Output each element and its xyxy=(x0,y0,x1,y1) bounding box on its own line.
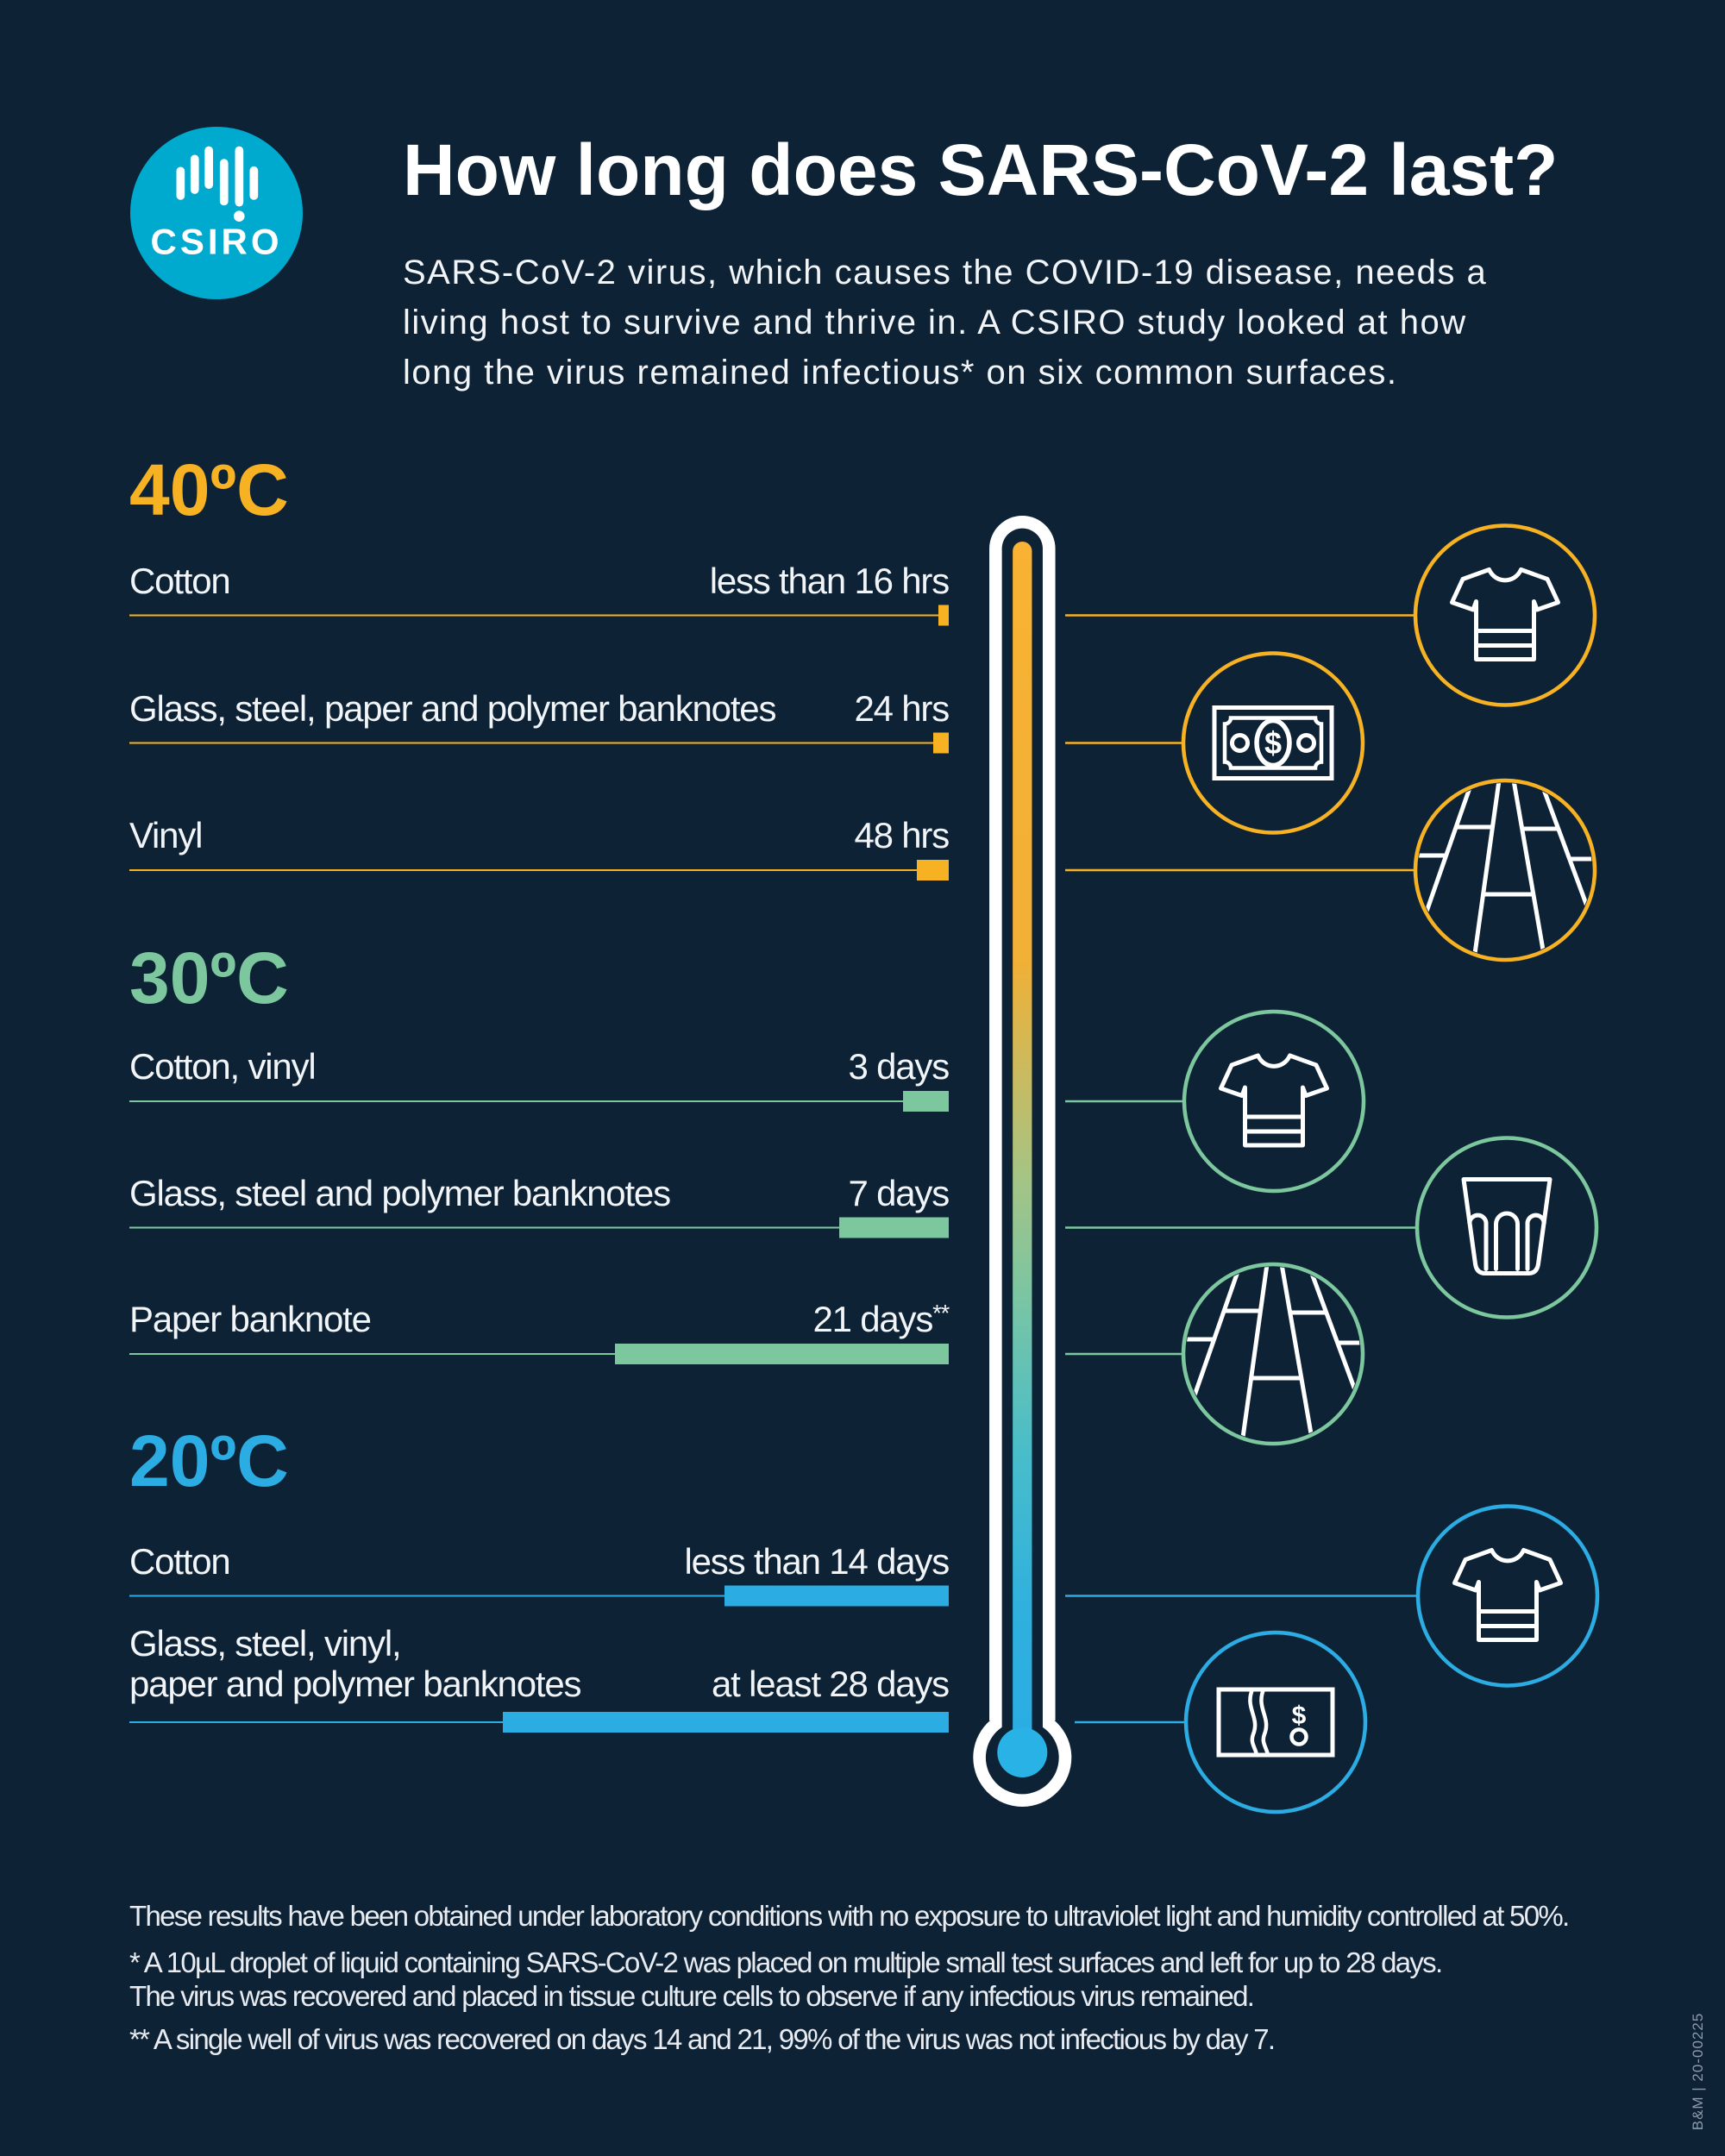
subtitle-line-3: long the virus remained infectious* on s… xyxy=(403,354,1398,392)
surface-icon-circle xyxy=(1181,651,1365,835)
surface-icon-circle xyxy=(1182,1009,1366,1194)
duration-value: less than 14 days xyxy=(684,1540,950,1582)
csiro-logo-dot xyxy=(234,210,245,222)
thermometer-tube xyxy=(1013,542,1032,1753)
banknote2-icon xyxy=(1219,1689,1333,1755)
duration-bar xyxy=(917,860,949,881)
duration-footnote-marker: ** xyxy=(932,1299,950,1326)
duration-bar xyxy=(839,1217,949,1238)
document-code: B&M | 20-00225 xyxy=(1690,2012,1706,2131)
footnote-line-2: The virus was recovered and placed in ti… xyxy=(129,1980,1255,2012)
csiro-logo-bar-2 xyxy=(190,154,199,194)
surface-label: Vinyl xyxy=(129,815,203,856)
surface-icon-circle xyxy=(1181,1262,1365,1446)
surface-label-line-1: Glass, steel, paper and polymer banknote… xyxy=(129,687,776,729)
thermometer-bulb-fill xyxy=(997,1727,1048,1777)
duration-value: 21 days** xyxy=(812,1299,950,1339)
tshirt-icon xyxy=(1452,570,1559,660)
csiro-logo-bar-4 xyxy=(219,159,229,206)
surface-label-line-2: paper and polymer banknotes xyxy=(129,1664,582,1704)
surface-label: Cotton, vinyl xyxy=(129,1046,317,1087)
section-header-20c: 20ºC xyxy=(129,1420,289,1501)
duration-bar xyxy=(903,1091,949,1112)
surface-label: Glass, steel and polymer banknotes xyxy=(129,1172,671,1213)
thermometer xyxy=(973,516,1072,1807)
duration-value: 7 days xyxy=(848,1172,950,1213)
surface-icon-circle xyxy=(1415,1504,1600,1688)
footnote-line-1: These results have been obtained under l… xyxy=(129,1900,1570,1932)
duration-bar xyxy=(724,1585,949,1607)
duration-value: 3 days xyxy=(848,1046,950,1087)
footnote-3: ** A single well of virus was recovered … xyxy=(129,2022,1276,2056)
page-title: How long does SARS-CoV-2 last? xyxy=(403,129,1559,210)
surface-icon-circle xyxy=(1413,778,1597,962)
subtitle-line-2: living host to survive and thrive in. A … xyxy=(403,304,1467,342)
glass-icon xyxy=(1464,1180,1550,1274)
section-header-40c: 40ºC xyxy=(129,449,289,530)
section-header-30c: 30ºC xyxy=(129,937,289,1018)
subtitle-line-1: SARS-CoV-2 virus, which causes the COVID… xyxy=(403,254,1488,291)
surface-label: Cotton xyxy=(129,1540,231,1582)
surface-label: Glass, steel, vinyl, paper and polymer ba… xyxy=(129,1623,582,1704)
csiro-logo-bar-1 xyxy=(176,166,185,200)
surface-icon-circle xyxy=(1413,523,1597,707)
duration-value: 48 hrs xyxy=(854,815,950,856)
footnote-1: These results have been obtained under l… xyxy=(129,1899,1570,1933)
duration-bar xyxy=(933,732,949,754)
csiro-logo-bar-3 xyxy=(204,146,213,189)
csiro-logo-bar-6 xyxy=(249,166,259,200)
duration-rows-art xyxy=(129,605,949,1733)
surface-label-line-1: Cotton xyxy=(129,1540,231,1582)
csiro-logo: CSIRO xyxy=(130,127,303,299)
surface-label-line-1: Paper banknote xyxy=(129,1299,372,1339)
csiro-logo-text: CSIRO xyxy=(150,222,282,262)
surface-label-line-1: Cotton, vinyl xyxy=(129,1046,317,1087)
surface-label-line-1: Vinyl xyxy=(129,815,203,856)
surface-label-line-1: Cotton xyxy=(129,560,231,601)
surface-icon-circle xyxy=(1183,1630,1368,1814)
tshirt-icon xyxy=(1221,1056,1327,1145)
duration-value: at least 28 days xyxy=(712,1664,950,1704)
duration-bar xyxy=(615,1344,949,1364)
csiro-logo-bar-5 xyxy=(235,146,244,207)
surface-label-line-1: Glass, steel, vinyl, xyxy=(129,1623,402,1664)
surface-label: Cotton xyxy=(129,560,231,601)
csiro-logo-circle xyxy=(130,127,303,299)
duration-value: less than 16 hrs xyxy=(709,560,950,601)
connector-lines xyxy=(1065,614,1418,1724)
surface-icon-circle xyxy=(1414,1136,1599,1319)
duration-bar xyxy=(938,605,949,626)
surface-label: Paper banknote xyxy=(129,1299,372,1339)
surface-icon-circles xyxy=(1181,523,1600,1814)
footnote-line-1: ** A single well of virus was recovered … xyxy=(129,2023,1276,2055)
footnote-line-1: * A 10µL droplet of liquid containing SA… xyxy=(129,1946,1443,1978)
banknote-icon xyxy=(1214,708,1332,779)
duration-value: 24 hrs xyxy=(854,687,950,729)
footnote-2: * A 10µL droplet of liquid containing SA… xyxy=(129,1946,1443,2013)
surface-label-line-1: Glass, steel and polymer banknotes xyxy=(129,1172,671,1213)
duration-bar xyxy=(503,1712,949,1733)
surface-label: Glass, steel, paper and polymer banknote… xyxy=(129,687,776,729)
page-subtitle: SARS-CoV-2 virus, which causes the COVID… xyxy=(403,248,1487,398)
tshirt-icon xyxy=(1455,1551,1561,1640)
